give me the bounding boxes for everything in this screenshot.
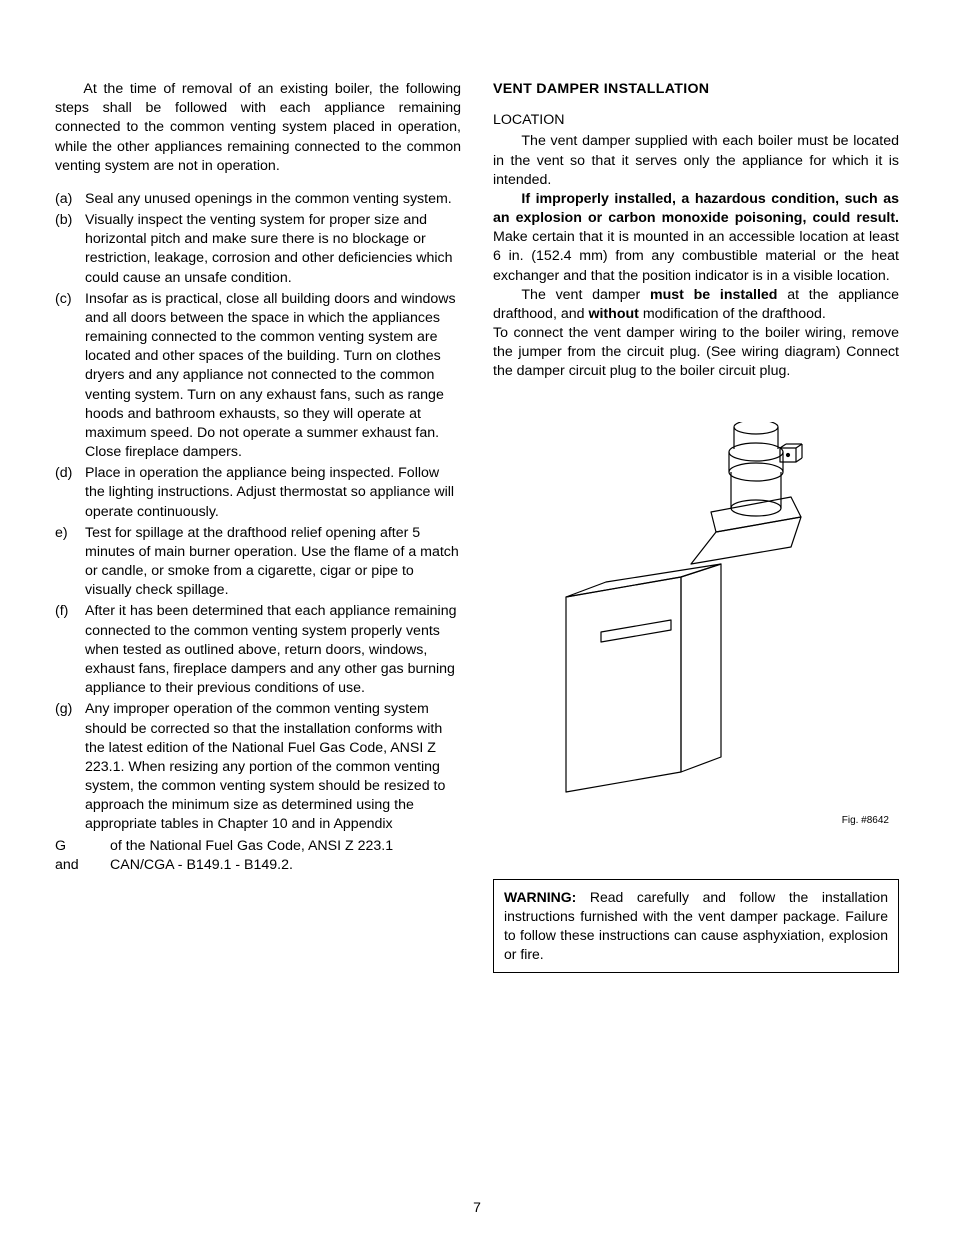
step-text: Insofar as is practical, close all build… <box>85 290 461 463</box>
step-text: Visually inspect the venting system for … <box>85 211 461 288</box>
step-b: (b) Visually inspect the venting system … <box>55 211 461 288</box>
subheading-location: LOCATION <box>493 111 899 130</box>
figure-wrapper: Fig. #8642 <box>493 422 899 828</box>
hazard-bold-text: If improperly installed, a hazardous con… <box>493 191 899 226</box>
left-column: At the time of removal of an existing bo… <box>55 80 461 973</box>
steps-list: (a) Seal any unused openings in the comm… <box>55 190 461 835</box>
location-paragraph-3: The vent damper must be installed at the… <box>493 286 899 324</box>
two-column-layout: At the time of removal of an existing bo… <box>55 80 899 973</box>
step-g: (g) Any improper operation of the common… <box>55 700 461 834</box>
step-text: Any improper operation of the common ven… <box>85 700 461 834</box>
step-a: (a) Seal any unused openings in the comm… <box>55 190 461 209</box>
step-marker: (a) <box>55 190 85 209</box>
warning-box: WARNING: Read carefully and follow the i… <box>493 879 899 973</box>
step-marker: (f) <box>55 602 85 698</box>
p3-part-b: must be installed <box>650 287 778 303</box>
step-text: Seal any unused openings in the common v… <box>85 190 461 209</box>
location-paragraph-1: The vent damper supplied with each boile… <box>493 132 899 190</box>
warning-label: WARNING: <box>504 889 576 905</box>
step-marker: (c) <box>55 290 85 463</box>
wiring-paragraph: To connect the vent damper wiring to the… <box>493 324 899 382</box>
step-text: Test for spillage at the drafthood relie… <box>85 524 461 601</box>
step-marker: (g) <box>55 700 85 834</box>
hazard-rest-text: Make certain that it is mounted in an ac… <box>493 229 899 283</box>
step-marker: (b) <box>55 211 85 288</box>
intro-paragraph: At the time of removal of an existing bo… <box>55 80 461 176</box>
tail-marker: G <box>55 837 110 856</box>
section-heading: VENT DAMPER INSTALLATION <box>493 80 899 99</box>
tail-text: of the National Fuel Gas Code, ANSI Z 22… <box>110 837 461 856</box>
step-marker: e) <box>55 524 85 601</box>
step-marker: (d) <box>55 464 85 522</box>
appendix-g-line: G of the National Fuel Gas Code, ANSI Z … <box>55 837 461 856</box>
location-paragraph-2: If improperly installed, a hazardous con… <box>493 190 899 286</box>
p3-part-a: The vent damper <box>521 287 650 303</box>
step-text: Place in operation the appliance being i… <box>85 464 461 522</box>
step-f: (f) After it has been determined that ea… <box>55 602 461 698</box>
step-c: (c) Insofar as is practical, close all b… <box>55 290 461 463</box>
vent-damper-diagram <box>546 422 846 802</box>
tail-marker: and <box>55 856 110 875</box>
page: At the time of removal of an existing bo… <box>0 0 954 1235</box>
page-number: 7 <box>0 1199 954 1215</box>
step-text: After it has been determined that each a… <box>85 602 461 698</box>
tail-text: CAN/CGA - B149.1 - B149.2. <box>110 856 461 875</box>
p3-part-e: modification of the drafthood. <box>639 306 826 322</box>
right-column: VENT DAMPER INSTALLATION LOCATION The ve… <box>493 80 899 973</box>
figure-caption: Fig. #8642 <box>493 814 899 828</box>
step-e: e) Test for spillage at the drafthood re… <box>55 524 461 601</box>
step-d: (d) Place in operation the appliance bei… <box>55 464 461 522</box>
appendix-and-line: and CAN/CGA - B149.1 - B149.2. <box>55 856 461 875</box>
p3-part-d: without <box>588 306 638 322</box>
